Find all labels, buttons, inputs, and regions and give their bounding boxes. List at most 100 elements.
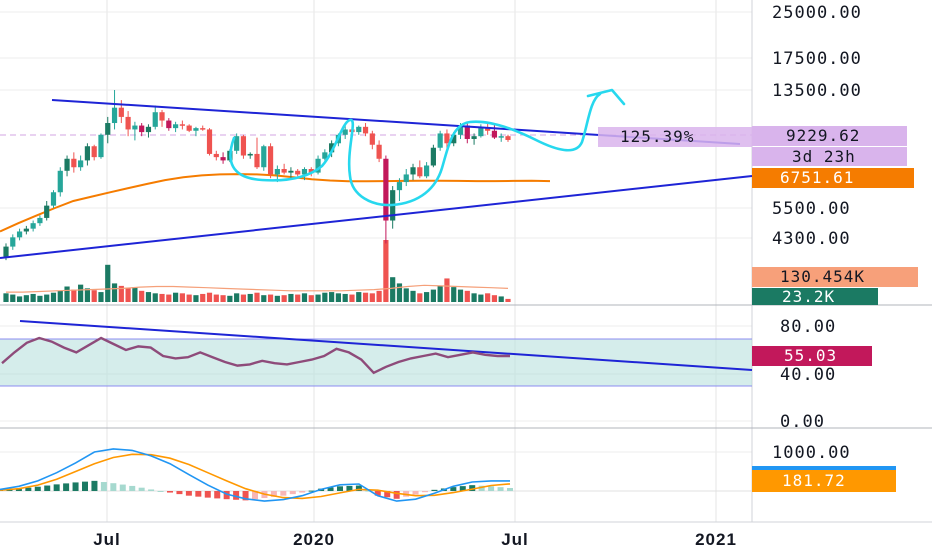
volume-bar (10, 294, 16, 302)
candle-body (329, 143, 335, 153)
volume-bar (417, 293, 423, 302)
candle-body (30, 223, 36, 229)
countdown-label-bg (752, 147, 907, 166)
volume-bar (227, 295, 233, 302)
rsi-tick-0: 0.00 (780, 412, 825, 432)
macd-hist-bar (167, 491, 173, 493)
x-tick-2021: 2021 (695, 530, 737, 549)
volume-bar (267, 294, 274, 302)
time-axis[interactable]: Jul 2020 Jul 2021 (93, 530, 737, 549)
volume-label-2: 23.2K (782, 287, 835, 306)
candle-body (200, 128, 206, 130)
candle-body (247, 153, 253, 156)
macd-hist-bar (214, 491, 221, 499)
volume-bar (410, 290, 416, 302)
macd-hist-bar (195, 491, 202, 497)
volume-bar (200, 293, 206, 302)
macd-hist-bar (280, 491, 287, 496)
freehand-drawings[interactable] (229, 88, 626, 207)
volume-ma-line (6, 284, 509, 293)
candle-body (505, 136, 511, 140)
grid (0, 0, 752, 522)
volume-bar (369, 293, 375, 302)
volume-bar (105, 264, 111, 302)
volume-bar (213, 294, 219, 302)
candle-body (139, 125, 145, 133)
candle-body (451, 134, 457, 144)
x-tick-jul: Jul (93, 530, 121, 549)
volume-bar (172, 292, 179, 302)
volume-bar (145, 292, 152, 302)
volume-bar (444, 278, 450, 302)
candle-body (50, 192, 57, 206)
x-tick-2020: 2020 (293, 530, 335, 549)
candle-body (105, 123, 111, 135)
candle-body (471, 136, 477, 139)
volume-bar (261, 295, 267, 302)
volume-bar (491, 295, 498, 302)
macd-tick-1000: 1000.00 (772, 443, 851, 463)
volume-label: 130.454K (780, 267, 865, 286)
candle-body (342, 129, 348, 135)
volume-bar (30, 293, 36, 302)
macd-hist-bar (497, 487, 504, 491)
macd-hist-bar (469, 485, 476, 491)
rsi-tick-80: 80.00 (780, 317, 836, 337)
change-percent-label-bg (598, 127, 752, 147)
macd-hist-bar (91, 480, 98, 491)
macd-hist-bar (393, 491, 400, 499)
candle-body (410, 167, 416, 175)
macd-hist-bar (53, 484, 60, 491)
macd-hist-bar (252, 491, 258, 500)
volume-bar (254, 292, 260, 302)
volume-bar (457, 289, 464, 302)
volume-bar (118, 285, 124, 302)
macd-hist-bar (337, 486, 343, 491)
arrow-head (586, 88, 626, 106)
candle-body (274, 169, 280, 175)
y-tick-25000: 25000.00 (772, 3, 862, 23)
candle-body (478, 128, 484, 137)
volume-bar (464, 290, 470, 302)
volume-bar (206, 292, 213, 302)
rsi-tick-40: 40.00 (780, 365, 836, 385)
macd-hist-bar (289, 491, 296, 495)
macd-hist-bar (119, 484, 126, 491)
candle-body (301, 169, 308, 175)
volume-bar (356, 292, 362, 302)
volume-bar (478, 294, 484, 302)
candle-body (118, 107, 124, 117)
candle-body (71, 158, 77, 168)
freehand-pattern-curve[interactable] (229, 92, 602, 207)
macd-value-label: 181.72 (782, 471, 846, 490)
candle-body (403, 174, 409, 183)
macd-hist-bar (15, 488, 22, 491)
candle-body (417, 167, 423, 177)
last-price-label: 9229.62 (786, 126, 860, 145)
macd-hist-bar (299, 491, 306, 493)
lower-trendline[interactable] (0, 175, 753, 259)
macd-hist-bar (148, 489, 155, 491)
volume-bar (342, 293, 348, 302)
price-labels: 125.39% 9229.62 3d 23h 6751.61 130.454K … (598, 126, 918, 492)
volume-bar (322, 292, 328, 302)
volume-bars (3, 240, 511, 302)
macd-hist-bar (63, 483, 70, 491)
macd-hist-bar (422, 491, 428, 493)
volume-bar (349, 294, 355, 302)
volume-bar (335, 293, 342, 302)
candle-body (220, 157, 226, 161)
candle-body (91, 146, 97, 158)
moving-average-line (0, 173, 551, 233)
volume-bar (423, 292, 430, 302)
candle-body (281, 169, 287, 173)
volume-bar (430, 289, 436, 302)
macd-hist-bar (176, 491, 183, 495)
volume-bar (111, 283, 118, 302)
volume-bar (288, 293, 294, 302)
rsi-trendline[interactable] (19, 320, 753, 371)
price-axis[interactable]: 25000.00 17500.00 13500.00 5500.00 4300.… (772, 3, 862, 463)
candle-body (16, 231, 23, 238)
volume-bar (57, 290, 63, 302)
